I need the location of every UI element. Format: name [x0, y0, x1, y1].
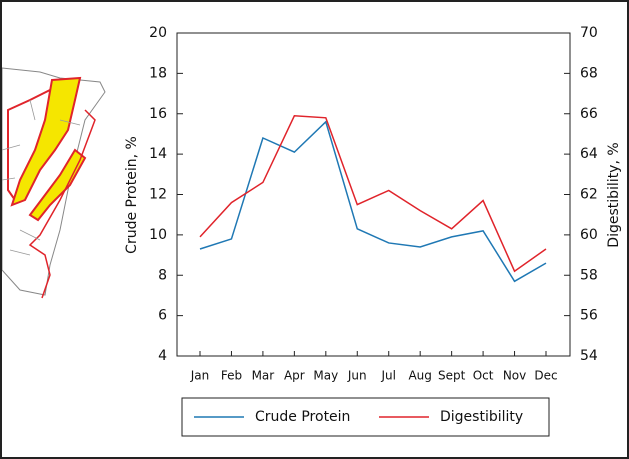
y-tick-label: 20 — [149, 25, 167, 41]
y-tick-label: 8 — [158, 267, 167, 283]
x-tick-label: Jul — [380, 369, 395, 383]
x-tick-label: Sept — [438, 369, 466, 383]
x-tick-label: Mar — [252, 369, 275, 383]
y-tick-label: 4 — [158, 348, 167, 364]
y-tick-label: 16 — [149, 106, 167, 122]
x-tick-label: Jun — [347, 369, 367, 383]
x-tick-label: Jan — [190, 369, 210, 383]
map-illustration — [2, 67, 106, 299]
y-tick-label: 18 — [149, 65, 167, 81]
y2-axis-title: Digestibility, % — [606, 142, 622, 247]
legend-label: Digestibility — [440, 409, 523, 425]
x-tick-label: Oct — [473, 369, 494, 383]
x-tick-label: Dec — [534, 369, 557, 383]
line-series — [199, 120, 547, 283]
x-tick-label: Apr — [284, 369, 305, 383]
x-tick-label: Nov — [503, 369, 526, 383]
y2-tick-label: 64 — [580, 146, 598, 162]
y2-tick-label: 70 — [580, 25, 598, 41]
x-tick-label: Aug — [408, 369, 431, 383]
y2-tick-label: 66 — [580, 106, 598, 122]
x-tick-label: Feb — [221, 369, 242, 383]
y-tick-label: 12 — [149, 187, 167, 203]
x-tick-label: May — [313, 369, 338, 383]
y2-tick-label: 60 — [580, 227, 598, 243]
y-tick-label: 10 — [149, 227, 167, 243]
y-tick-label: 6 — [158, 308, 167, 324]
y2-tick-label: 58 — [580, 267, 598, 283]
line-series — [199, 114, 547, 273]
y2-tick-label: 62 — [580, 187, 598, 203]
y2-tick-label: 68 — [580, 65, 598, 81]
legend-label: Crude Protein — [255, 409, 350, 425]
y2-tick-label: 54 — [580, 348, 598, 364]
y2-tick-label: 56 — [580, 308, 598, 324]
y-tick-label: 14 — [149, 146, 167, 162]
y-axis-title: Crude Protein, % — [124, 136, 140, 254]
